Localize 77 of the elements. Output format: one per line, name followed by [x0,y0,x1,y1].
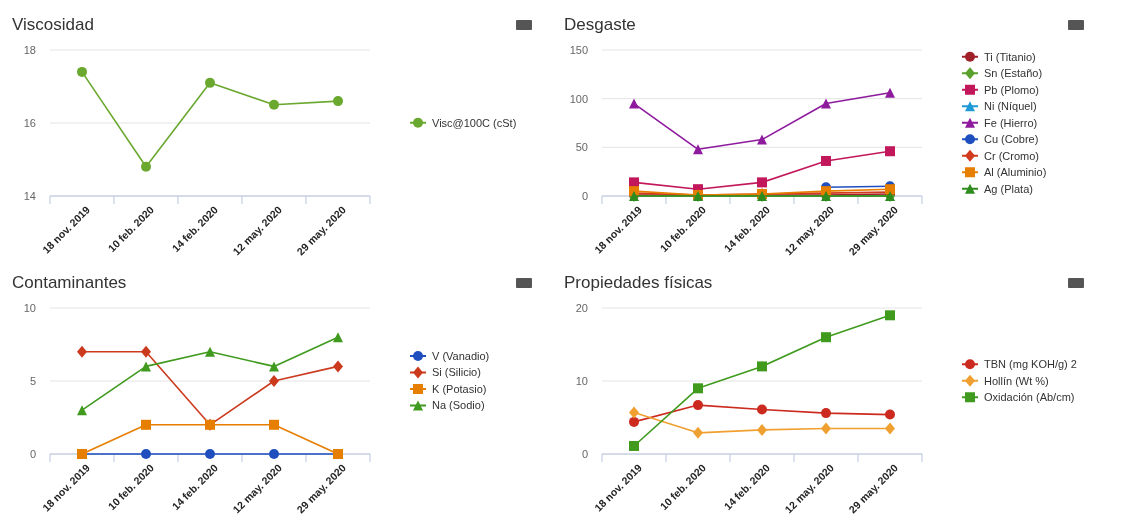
y-tick-label: 16 [23,116,36,129]
legend-label: Na (Sodio) [432,399,485,412]
y-tick-label: 100 [569,92,588,105]
legend-label: Pb (Plomo) [984,83,1040,96]
point [885,310,895,321]
y-tick-label: 18 [23,43,36,56]
legend-label: Hollín (Wt %) [984,374,1049,387]
legend-label: Fe (Hierro) [984,116,1038,129]
y-tick-label: 0 [581,189,588,202]
legend-label: Visc@100C (cSt) [432,116,517,129]
chart-title: Viscosidad [12,15,94,34]
point [629,416,639,427]
point [77,405,87,416]
y-tick-label: 5 [29,374,36,387]
point [333,96,343,107]
chart-title: Desgaste [564,15,636,34]
point [821,332,831,343]
y-tick-label: 0 [29,447,36,460]
legend-label: TBN (mg KOH/g) 2 [984,358,1077,371]
legend-label: Si (Silicio) [432,366,481,379]
point [629,406,639,419]
point [629,98,639,109]
y-tick-label: 50 [575,141,588,154]
point [269,99,279,110]
legend-label: Ti (Titanio) [984,50,1036,63]
point [693,383,703,394]
point [269,449,279,459]
point [821,422,831,435]
point [77,66,87,77]
y-tick-label: 0 [581,447,588,460]
y-tick-label: 20 [575,301,588,314]
chart-title: Propiedades físicas [564,273,713,292]
point [693,144,703,155]
legend-label: Sn (Estaño) [984,67,1043,80]
y-tick-label: 150 [569,43,588,56]
point [693,426,703,439]
point [141,419,151,430]
point [693,400,703,411]
point [269,361,279,372]
legend-label: Al (Aluminio) [984,166,1047,179]
y-tick-label: 10 [23,301,36,314]
point [629,177,639,188]
point [757,134,767,145]
point [141,449,151,459]
point [757,404,767,415]
point [821,408,831,419]
point [205,346,215,357]
point [269,419,279,430]
point [333,360,343,373]
chart-title: Contaminantes [12,273,127,292]
point [757,361,767,372]
y-tick-label: 14 [23,189,36,202]
point [141,361,151,372]
point [757,177,767,188]
legend-label: Cu (Cobre) [984,133,1039,146]
y-tick-label: 10 [575,374,588,387]
legend-label: Cr (Cromo) [984,149,1039,162]
point [821,155,831,166]
point [821,98,831,109]
legend-label: Ag (Plata) [984,182,1033,195]
point [205,449,215,459]
point [77,345,87,358]
point [141,161,151,172]
point [333,332,343,343]
point [885,422,895,435]
point [885,146,895,157]
legend-label: Ni (Níquel) [984,100,1037,113]
point [269,375,279,387]
point [629,440,639,451]
legend-label: Oxidación (Ab/cm) [984,391,1075,404]
point [885,409,895,420]
point [141,345,151,358]
point [757,423,767,436]
point [205,77,215,88]
point [885,87,895,98]
legend-label: V (Vanadio) [432,349,490,362]
legend-label: K (Potasio) [432,382,487,395]
